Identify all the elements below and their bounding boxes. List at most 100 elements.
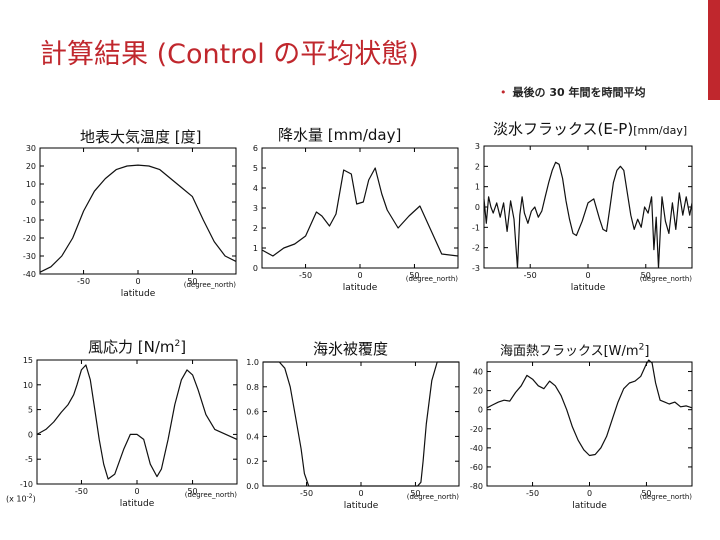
- precip-xunit: (degree_north): [406, 275, 459, 283]
- seaice-ytick-label: 1.0: [246, 358, 259, 367]
- chart-precip: 6 5 4 3 2 1 0 -50 0 50 latitude (degree_north): [253, 144, 459, 293]
- seaice-ytick-label: 0.8: [246, 383, 259, 392]
- emp-ytick-label: 3: [475, 142, 480, 151]
- panel-title-wind-text: 風応力 [N/m: [88, 338, 175, 356]
- chart-heat: 40 20 0 -20 -40 -60 -80 -50 0 50 latitude (degree_n…: [470, 359, 693, 511]
- panel-title-wind-end: ]: [180, 338, 187, 356]
- panel-title-precip: 降水量 [mm/day]: [278, 126, 402, 144]
- heat-ytick-label: 20: [473, 387, 483, 396]
- temp-series-line: [39, 164, 237, 273]
- wind-xlabel: latitude: [120, 499, 155, 509]
- precip-ytick-label: 0: [253, 264, 258, 273]
- wind-xunit: (degree_north): [185, 491, 238, 499]
- emp-xtick-label: -50: [524, 271, 537, 280]
- wind-ytick-label: 0: [28, 430, 33, 439]
- emp-frame: [483, 145, 693, 269]
- seaice-xlabel: latitude: [344, 501, 379, 511]
- heat-xtick-label: -50: [526, 489, 539, 498]
- chart-seaice-svg: 1.0 0.8 0.6 0.4 0.2 0.0 -50 0 50 latitude (degree_…: [246, 358, 460, 511]
- heat-ytick-label: -20: [470, 425, 483, 434]
- temp-ytick-label: 30: [26, 144, 36, 153]
- temp-xunit: (degree_north): [184, 281, 237, 289]
- emp-xunit: (degree_north): [640, 275, 693, 283]
- precip-ytick-label: 6: [253, 144, 258, 153]
- scale-note-exp: -2: [26, 493, 33, 500]
- heat-xtick-label: 0: [587, 489, 592, 498]
- chart-heat-svg: 40 20 0 -20 -40 -60 -80 -50 0 50 latitude (degree_n…: [470, 359, 693, 511]
- precip-xtick-label: 50: [409, 271, 419, 280]
- emp-series-line: [483, 161, 693, 269]
- emp-ytick-label: -1: [472, 223, 480, 232]
- chart-precip-svg: 6 5 4 3 2 1 0 -50 0 50 latitude (degree_north): [253, 144, 459, 293]
- precip-xlabel: latitude: [343, 283, 378, 293]
- precip-ytick-label: 1: [253, 244, 258, 253]
- heat-xlabel: latitude: [572, 501, 607, 511]
- bullet-note: • 最後の 30 年間を時間平均: [500, 84, 645, 100]
- temp-ytick-label: -10: [23, 216, 36, 225]
- heat-xtick-label: 50: [641, 489, 651, 498]
- heat-ytick-label: 40: [473, 368, 483, 377]
- heat-series-line: [486, 359, 693, 457]
- seaice-ytick-label: 0.2: [246, 457, 259, 466]
- bullet-text: 最後の 30 年間を時間平均: [512, 86, 646, 99]
- emp-xlabel: latitude: [571, 283, 606, 293]
- precip-xtick-label: 0: [357, 271, 362, 280]
- seaice-xtick-label: 50: [410, 489, 420, 498]
- panel-title-wind-exp: 2: [174, 339, 181, 349]
- temp-ytick-label: 10: [26, 180, 36, 189]
- temp-xlabel: latitude: [121, 289, 156, 299]
- wind-ytick-label: 5: [28, 406, 33, 415]
- wind-ytick-label: 15: [23, 356, 33, 365]
- heat-ytick-label: -40: [470, 444, 483, 453]
- seaice-ytick-label: 0.0: [246, 482, 259, 491]
- chart-emp-svg: 3 2 1 0 -1 -2 -3 -50 0 50 latitude (degree_north): [472, 142, 693, 293]
- wind-series-line: [36, 364, 238, 480]
- heat-xunit: (degree_north): [640, 493, 693, 501]
- scale-note-text: (x 10: [6, 494, 27, 504]
- precip-series-line: [261, 167, 459, 257]
- temp-ytick-label: -20: [23, 234, 36, 243]
- wind-ytick-label: -10: [20, 480, 33, 489]
- panel-title-heat-end: ]: [644, 344, 650, 359]
- emp-ytick-label: 1: [475, 183, 480, 192]
- panel-title-heat: 海面熱フラックス[W/m2]: [500, 340, 649, 359]
- panel-title-temp: 地表大気温度 [度]: [80, 128, 202, 146]
- slide-title: 計算結果 (Control の平均状態): [40, 39, 419, 70]
- chart-seaice: 1.0 0.8 0.6 0.4 0.2 0.0 -50 0 50 latitude (degree_…: [246, 358, 460, 511]
- wind-xtick-label: -50: [75, 487, 88, 496]
- emp-xtick-label: 50: [641, 271, 651, 280]
- panel-title-heat-exp: 2: [638, 342, 645, 353]
- accent-bar: [708, 0, 720, 100]
- heat-frame: [486, 361, 693, 487]
- heat-ytick-label: -60: [470, 463, 483, 472]
- temp-xtick-label: -50: [77, 277, 90, 286]
- panel-title-wind: 風応力 [N/m2]: [88, 336, 186, 357]
- panel-title-seaice: 海氷被覆度: [313, 340, 389, 358]
- precip-ytick-label: 2: [253, 224, 258, 233]
- bullet-dot-icon: •: [500, 86, 507, 99]
- seaice-ytick-label: 0.4: [246, 432, 259, 441]
- wind-xtick-label: 0: [134, 487, 139, 496]
- precip-frame: [261, 147, 459, 269]
- chart-temp: 30 20 10 0 -10 -20 -30 -40 -50 0 50 latitude (degree…: [23, 144, 237, 299]
- seaice-ytick-label: 0.6: [246, 408, 259, 417]
- precip-ytick-label: 4: [253, 184, 258, 193]
- precip-ytick-label: 3: [253, 204, 258, 213]
- seaice-xtick-label: 0: [358, 489, 363, 498]
- scale-note: (x 10-2): [6, 493, 36, 504]
- seaice-series-line: [263, 361, 459, 487]
- emp-ytick-label: -2: [472, 244, 480, 253]
- panel-title-emp-text: 淡水フラックス(E-P): [493, 120, 634, 138]
- chart-emp: 3 2 1 0 -1 -2 -3 -50 0 50 latitude (degree_north): [472, 142, 693, 293]
- temp-ytick-label: -40: [23, 270, 36, 279]
- scale-note-end: ): [32, 494, 36, 504]
- wind-ytick-label: 10: [23, 381, 33, 390]
- emp-ytick-label: 2: [475, 162, 480, 171]
- wind-frame: [36, 359, 238, 485]
- temp-ytick-label: 20: [26, 162, 36, 171]
- heat-ytick-label: 0: [478, 406, 483, 415]
- seaice-frame: [262, 361, 460, 487]
- chart-temp-svg: 30 20 10 0 -10 -20 -30 -40 -50 0 50 latitude (degree…: [23, 144, 237, 299]
- temp-frame: [39, 147, 237, 275]
- emp-ytick-label: -3: [472, 264, 480, 273]
